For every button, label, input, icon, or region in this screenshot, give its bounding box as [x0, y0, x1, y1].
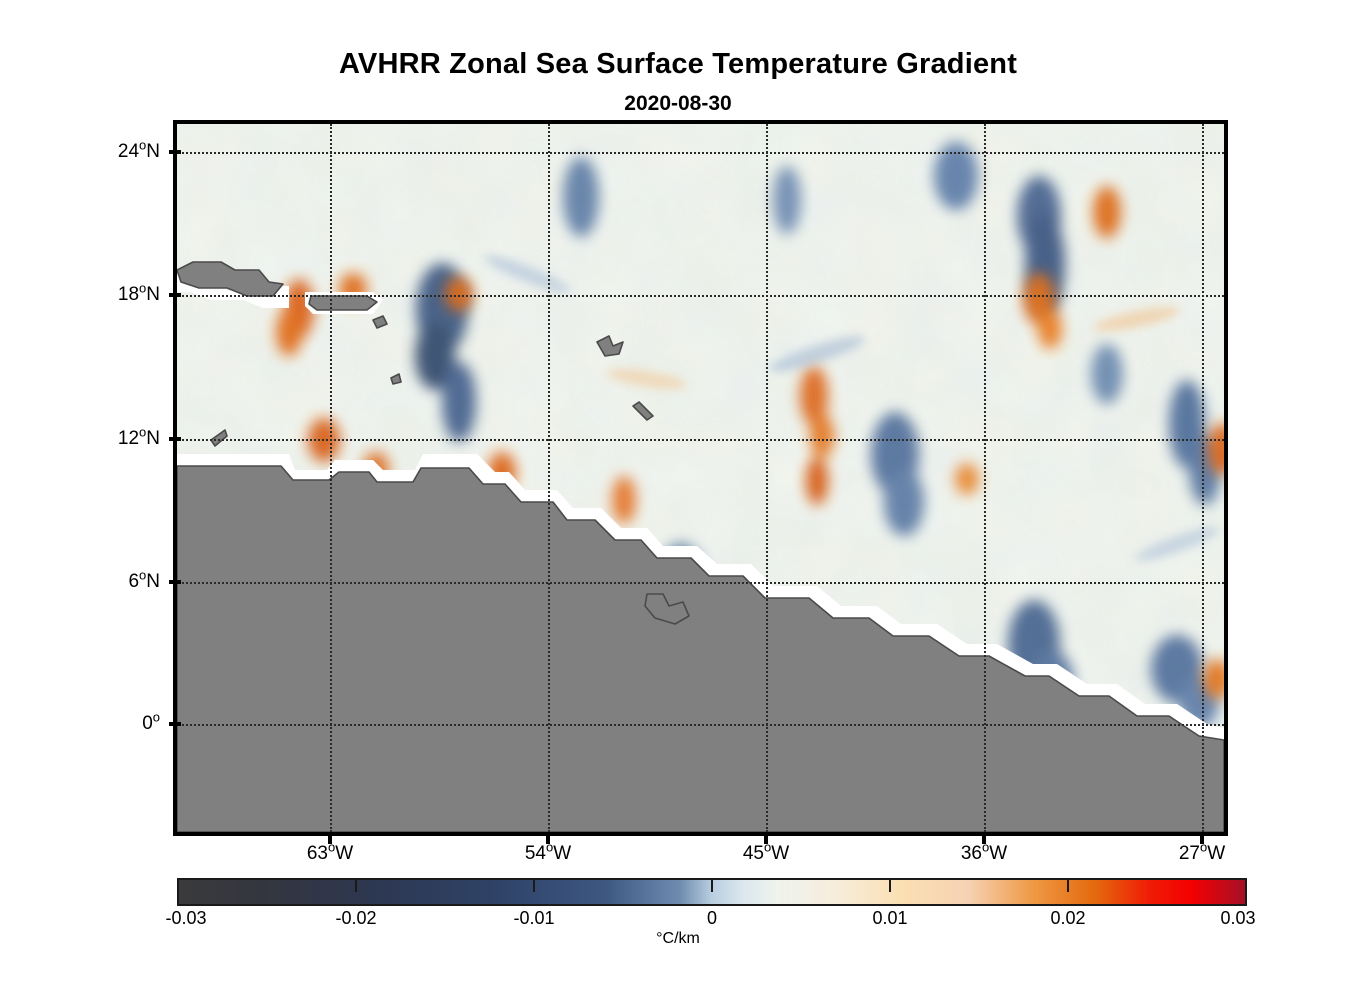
gridline-lon-63 — [330, 124, 332, 832]
y-tick-label-12n: 12oN — [117, 424, 160, 449]
y-tick-label-24n: 24oN — [117, 137, 160, 162]
y-tick-mark — [169, 437, 181, 441]
colorbar-label-p002: 0.02 — [1050, 908, 1086, 928]
colorbar-label-n001: -0.01 — [513, 908, 555, 928]
y-tick-mark — [169, 293, 181, 297]
gridline-lon-27 — [1202, 124, 1204, 832]
colorbar-label-p001: 0.01 — [872, 908, 908, 928]
y-tick-label-18n: 18oN — [117, 280, 160, 305]
land-mask-layer — [177, 261, 1224, 832]
colorbar-label-n002: -0.02 — [335, 908, 377, 928]
gridline-lat-12 — [177, 439, 1224, 441]
colorbar-label-min: -0.03 — [165, 908, 207, 928]
x-tick-label-36w: 36oW — [960, 839, 1008, 864]
colorbar-unit-label: °C/km — [656, 930, 700, 947]
gridline-lat-18 — [177, 295, 1224, 297]
figure-subtitle-date: 2020-08-30 — [624, 92, 732, 115]
x-tick-label-27w: 27oW — [1178, 839, 1226, 864]
colorbar-tick-mark — [1067, 878, 1069, 892]
x-tick-mark — [982, 832, 986, 844]
x-tick-label-45w: 45oW — [742, 839, 790, 864]
colorbar-tick-mark — [889, 878, 891, 892]
map-plot-area — [173, 120, 1228, 836]
colorbar-tick-mark — [355, 878, 357, 892]
colorbar-tick-mark — [711, 878, 713, 892]
x-tick-label-54w: 54oW — [524, 839, 572, 864]
gridline-lat-24 — [177, 152, 1224, 154]
map-gridlines — [177, 124, 1224, 832]
y-tick-mark — [169, 150, 181, 154]
gridline-lon-54 — [548, 124, 550, 832]
colorbar-label-zero: 0 — [706, 908, 718, 928]
y-tick-mark — [169, 722, 181, 726]
gridline-lon-36 — [984, 124, 986, 832]
x-tick-mark — [764, 832, 768, 844]
x-tick-label-63w: 63oW — [306, 839, 354, 864]
x-tick-mark — [546, 832, 550, 844]
gridline-lat-0 — [177, 724, 1224, 726]
y-tick-mark — [169, 580, 181, 584]
colorbar-tick-mark — [533, 878, 535, 892]
gridline-lon-45 — [766, 124, 768, 832]
page-title: AVHRR Zonal Sea Surface Temperature Grad… — [338, 48, 1018, 80]
y-tick-label-6n: 6oN — [128, 567, 160, 592]
x-tick-mark — [328, 832, 332, 844]
colorbar-label-max: 0.03 — [1220, 908, 1256, 928]
x-tick-mark — [1200, 832, 1204, 844]
y-tick-label-0: 0o — [142, 709, 160, 734]
gridline-lat-6 — [177, 582, 1224, 584]
